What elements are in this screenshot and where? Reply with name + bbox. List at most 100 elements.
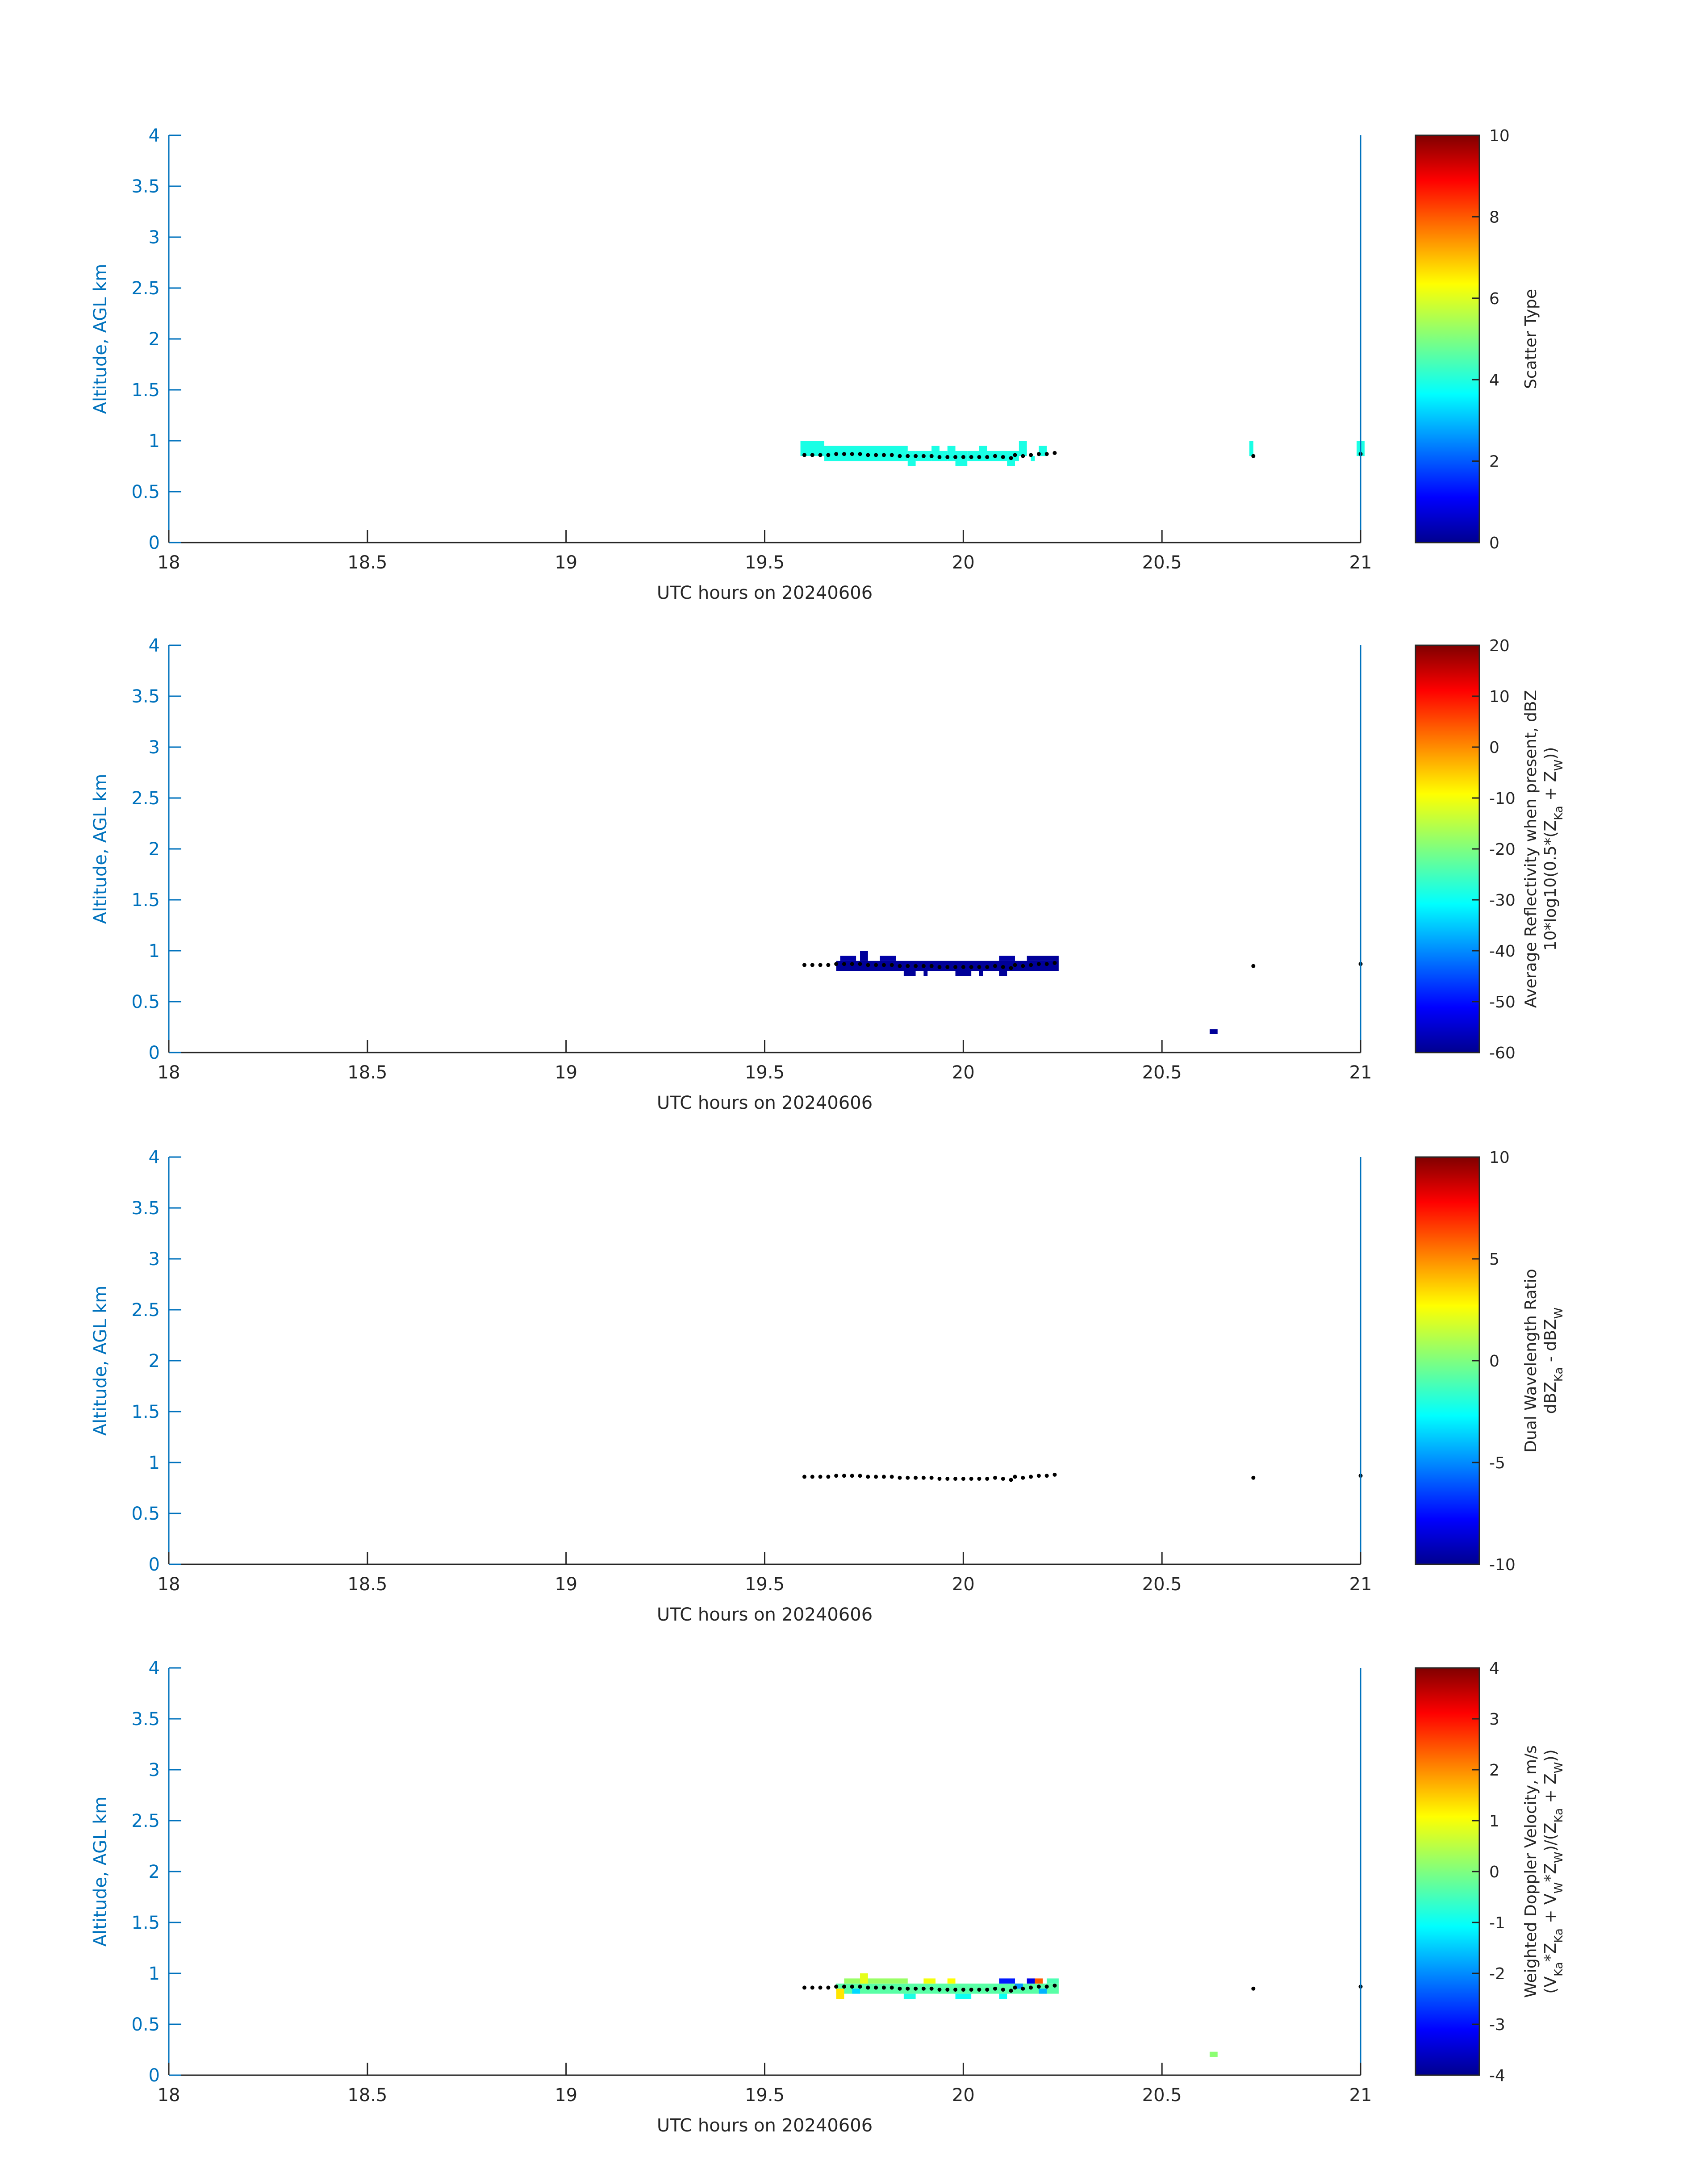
colorbar-tick-label: 0	[1489, 1863, 1499, 1881]
y-tick-label: 0	[149, 2065, 160, 2086]
x-tick-label: 20.5	[1142, 1574, 1182, 1595]
x-tick-label: 18.5	[347, 552, 387, 573]
cloud-base-dot	[858, 962, 862, 966]
y-tick-label: 0	[149, 1554, 160, 1575]
colorbar-tick-label: -3	[1489, 2016, 1505, 2034]
cloud-base-dot	[818, 1985, 823, 1990]
cloud-base-dot	[953, 1987, 958, 1992]
cloud-base-dot	[898, 1475, 902, 1480]
cloud-base-dot	[866, 963, 870, 967]
x-tick-label: 19.5	[745, 552, 785, 573]
heatmap-cell	[955, 451, 968, 466]
colorbar-label: Weighted Doppler Velocity, m/s	[1522, 1745, 1540, 1998]
cloud-base-dot	[850, 1985, 854, 1989]
cloud-base-dot	[921, 1986, 926, 1991]
heatmap-cell	[844, 1978, 908, 1984]
y-axis-label: Altitude, AGL km	[90, 264, 111, 414]
cloud-base-dot	[850, 452, 854, 456]
y-axis-label: Altitude, AGL km	[90, 1797, 111, 1947]
cloud-base-dot	[969, 1476, 973, 1481]
x-tick-label: 20.5	[1142, 1062, 1182, 1083]
colorbar-tick-label: 3	[1489, 1710, 1499, 1729]
cloud-base-dot	[953, 455, 958, 459]
x-tick-label: 18.5	[347, 2085, 387, 2106]
cloud-base-dot	[1029, 1475, 1033, 1479]
cloud-base-dot	[826, 453, 831, 457]
x-tick-label: 18.5	[347, 1574, 387, 1595]
cloud-base-dot	[1251, 1986, 1256, 1991]
colorbar-label: dBZKa - dBZW	[1541, 1308, 1566, 1414]
cloud-base-dot	[850, 962, 854, 966]
cloud-base-dot	[874, 963, 878, 967]
heatmap-cell	[1035, 1978, 1043, 1984]
cloud-base-dot	[937, 455, 942, 459]
cloud-base-dot	[1036, 1474, 1041, 1478]
cloud-base-dot	[921, 1475, 926, 1480]
y-tick-label: 1.5	[131, 1402, 160, 1422]
colorbar-label: (VKa*ZKa + VW*ZW)/(ZKa + ZW))	[1541, 1749, 1566, 1993]
cloud-base-dot	[1251, 1475, 1256, 1480]
heatmap-cell	[1209, 2052, 1218, 2057]
y-tick-label: 0	[149, 1043, 160, 1063]
cloud-base-dot	[945, 1476, 950, 1481]
y-tick-label: 1	[149, 1964, 160, 1984]
heatmap-cell	[1031, 456, 1035, 461]
y-tick-label: 4	[149, 635, 160, 656]
y-tick-label: 2.5	[131, 788, 160, 809]
cloud-base-dot	[858, 452, 862, 456]
colorbar-label: Dual Wavelength Ratio	[1522, 1269, 1540, 1452]
x-tick-label: 21	[1349, 1574, 1372, 1595]
cloud-base-dot	[1052, 1472, 1057, 1477]
colorbar-tick-label: 20	[1489, 637, 1510, 655]
cloud-base-dot	[1001, 455, 1005, 459]
cloud-base-dot	[953, 1476, 958, 1481]
cloud-base-dot	[802, 1985, 806, 1990]
heatmap-cell	[1027, 1978, 1035, 1984]
cloud-base-dot	[1013, 453, 1017, 457]
x-tick-label: 20	[952, 2085, 975, 2106]
y-tick-label: 0	[149, 533, 160, 553]
cloud-base-dot	[874, 1985, 878, 1990]
colorbar-tick-label: -4	[1489, 2067, 1505, 2085]
cloud-base-dot	[945, 965, 950, 969]
cloud-base-dot	[1029, 453, 1033, 457]
cloud-base-dot	[874, 1475, 878, 1479]
x-tick-label: 19	[555, 2085, 577, 2106]
y-tick-label: 4	[149, 125, 160, 146]
heatmap-cell	[903, 1993, 916, 1999]
cloud-base-dot	[874, 453, 878, 457]
cloud-base-dot	[858, 1985, 862, 1989]
cloud-base-dot	[842, 962, 846, 966]
cloud-base-dot	[842, 1985, 846, 1989]
heatmap-cell	[955, 971, 972, 976]
cloud-base-dot	[993, 454, 998, 458]
colorbar-tick-label: 0	[1489, 739, 1499, 757]
y-tick-label: 1	[149, 1453, 160, 1473]
cloud-base-dot	[969, 965, 973, 969]
cloud-base-dot	[1009, 456, 1013, 460]
y-axis-label: Altitude, AGL km	[90, 1286, 111, 1436]
heatmap-cell	[836, 1989, 844, 1999]
y-tick-label: 3.5	[131, 686, 160, 707]
heatmap-cell	[955, 1993, 972, 1999]
cloud-base-dot	[1044, 1985, 1049, 1989]
cloud-base-dot	[1052, 961, 1057, 965]
cloud-base-dot	[937, 1476, 942, 1481]
y-tick-label: 1	[149, 431, 160, 451]
cloud-base-dot	[1021, 1986, 1025, 1991]
cloud-base-dot	[826, 963, 831, 967]
y-tick-label: 1.5	[131, 1913, 160, 1933]
cloud-base-dot	[1021, 1475, 1025, 1480]
cloud-base-dot	[985, 455, 990, 459]
heatmap-cell	[967, 451, 979, 461]
heatmap-cell	[852, 1989, 860, 1994]
heatmap-cell	[979, 446, 987, 461]
heatmap-cell	[860, 951, 868, 961]
x-tick-label: 19.5	[745, 1574, 785, 1595]
cloud-base-dot	[826, 1475, 831, 1479]
cloud-base-dot	[906, 454, 910, 458]
cloud-base-dot	[818, 1475, 823, 1479]
cloud-base-dot	[834, 1985, 839, 1989]
cloud-base-dot	[858, 1474, 862, 1478]
